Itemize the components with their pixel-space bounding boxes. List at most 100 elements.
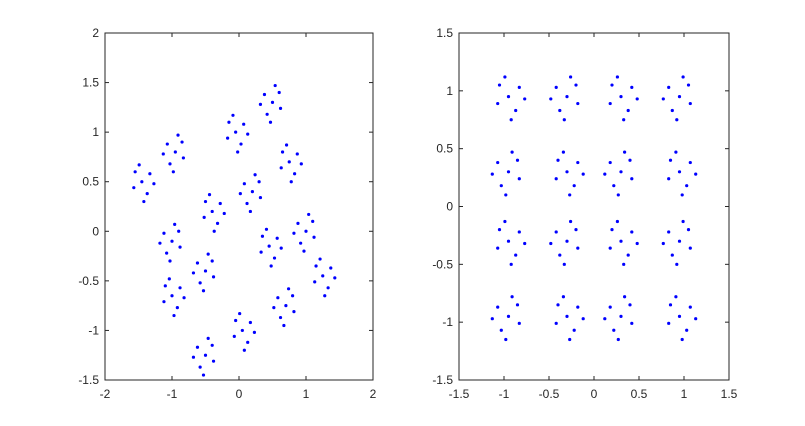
point [178, 245, 182, 249]
point [499, 328, 503, 332]
point [262, 92, 267, 97]
point [608, 305, 612, 309]
point [191, 355, 196, 359]
point [170, 294, 174, 298]
point [180, 140, 184, 144]
point [568, 193, 572, 197]
point [686, 228, 691, 232]
point [565, 170, 569, 174]
point [165, 251, 169, 255]
point [622, 262, 626, 266]
point [561, 295, 566, 299]
point [289, 180, 293, 184]
point [523, 97, 527, 101]
x-tick-label: 2 [370, 387, 377, 401]
point [509, 118, 513, 122]
y-tick-label: 1.5 [436, 26, 453, 40]
point [515, 158, 520, 162]
y-tick-label: 1 [92, 125, 99, 139]
point [198, 281, 202, 285]
point [140, 180, 144, 184]
point [497, 83, 502, 87]
point [227, 120, 231, 124]
point [293, 172, 297, 176]
point [667, 321, 671, 325]
point [554, 177, 558, 181]
point [242, 348, 246, 352]
point [296, 221, 300, 225]
point [556, 303, 560, 307]
point [506, 170, 511, 174]
point [576, 305, 580, 309]
point [232, 334, 236, 338]
point [576, 160, 580, 165]
point [603, 172, 607, 176]
point [623, 150, 627, 154]
point [239, 142, 243, 146]
point [688, 305, 692, 309]
point [333, 276, 337, 280]
point [503, 219, 507, 224]
x-tick-label: 0 [236, 387, 243, 401]
point [282, 323, 286, 328]
point [506, 314, 511, 318]
x-tick-label: -0.5 [539, 387, 560, 401]
point [608, 160, 612, 165]
point [215, 221, 220, 225]
point [258, 102, 263, 106]
point [260, 234, 265, 238]
point [173, 222, 177, 226]
point [132, 186, 136, 190]
point [210, 343, 214, 347]
point [202, 215, 206, 220]
point [510, 295, 514, 299]
point [619, 239, 623, 243]
x-tick-label: -2 [100, 387, 111, 401]
point [172, 313, 176, 318]
point [265, 112, 269, 116]
x-tick-label: -1 [167, 387, 178, 401]
point [622, 118, 626, 122]
point [304, 229, 308, 233]
point [163, 284, 167, 288]
point [497, 228, 502, 232]
point [628, 158, 632, 162]
point [148, 172, 152, 176]
point [667, 230, 671, 234]
point [177, 229, 181, 233]
point [668, 158, 673, 162]
point [145, 192, 149, 196]
point [312, 235, 316, 239]
point [167, 277, 171, 281]
point [685, 184, 689, 188]
point [630, 321, 634, 325]
point [680, 193, 684, 197]
point [490, 317, 494, 321]
point [210, 259, 214, 263]
point [490, 172, 494, 176]
point [292, 309, 296, 314]
point [277, 90, 281, 95]
point [574, 83, 578, 87]
point [175, 306, 179, 310]
point [276, 296, 280, 300]
point [171, 170, 175, 174]
point [273, 83, 277, 88]
point [608, 101, 612, 106]
point [554, 230, 558, 234]
point [504, 193, 508, 197]
point [278, 106, 283, 110]
point [137, 163, 141, 167]
point [576, 101, 580, 106]
point [176, 133, 180, 137]
point [615, 75, 620, 79]
point [504, 337, 508, 342]
point [572, 184, 576, 188]
point [623, 295, 627, 299]
point [574, 228, 578, 232]
point [565, 314, 569, 318]
point [616, 337, 620, 342]
point [635, 97, 639, 101]
y-tick-label: -0.5 [78, 274, 99, 288]
